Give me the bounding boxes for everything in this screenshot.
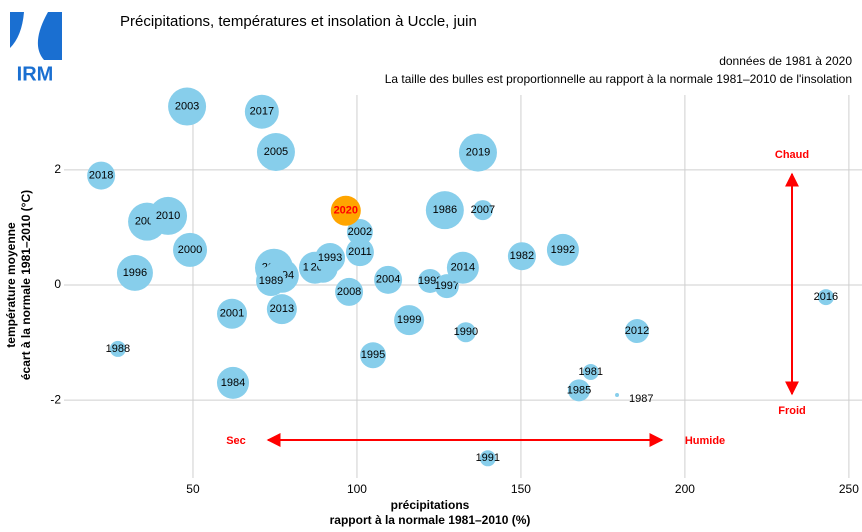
bubble-label: 2019 bbox=[466, 146, 490, 158]
bubble-label: 2020 bbox=[334, 205, 358, 217]
bubble-label: 1988 bbox=[106, 343, 130, 355]
bubble bbox=[216, 366, 249, 399]
bubble bbox=[335, 277, 364, 306]
bubble bbox=[479, 450, 496, 467]
bubble bbox=[346, 219, 373, 246]
bubble bbox=[582, 363, 599, 380]
x-tick-label: 200 bbox=[675, 482, 695, 496]
bubble-label: 1987 bbox=[629, 393, 653, 405]
bubble-label: 1981 bbox=[579, 366, 603, 378]
bubble-label: 2001 bbox=[220, 308, 244, 320]
logo: IRM bbox=[10, 12, 62, 85]
bubble bbox=[256, 265, 287, 296]
bubble-label: 1992 bbox=[551, 244, 575, 256]
bubble-label: 2010 bbox=[156, 210, 180, 222]
bubble bbox=[507, 242, 536, 271]
bubble bbox=[217, 298, 248, 329]
y-tick-label: -2 bbox=[50, 392, 61, 406]
bubble-label: 1982 bbox=[510, 250, 534, 262]
bubble-label: 2004 bbox=[376, 274, 400, 286]
bubble-label: 1985 bbox=[567, 384, 591, 396]
bubble bbox=[472, 200, 493, 221]
bubble-label: 2014 bbox=[451, 262, 475, 274]
bubble-label: 1986 bbox=[433, 204, 457, 216]
bubble-label: 2002 bbox=[348, 226, 372, 238]
x-tick-label: 100 bbox=[347, 482, 367, 496]
x-tick-label: 150 bbox=[511, 482, 531, 496]
bubble bbox=[567, 379, 590, 402]
bubble-label: 1991 bbox=[476, 452, 500, 464]
bubble-label: 1997 bbox=[435, 280, 459, 292]
bubble bbox=[394, 305, 425, 336]
bubble-label: 2013 bbox=[270, 303, 294, 315]
annotation: Sec bbox=[226, 435, 246, 447]
bubble-label: 2000 bbox=[178, 244, 202, 256]
bubble bbox=[615, 392, 620, 397]
bubble bbox=[109, 340, 126, 357]
x-axis-label: rapport à la normale 1981–2010 (%) bbox=[330, 513, 531, 527]
bubble-label: 2017 bbox=[250, 106, 274, 118]
bubble bbox=[817, 289, 834, 306]
x-axis-label: précipitations bbox=[391, 498, 470, 512]
bubble bbox=[266, 294, 297, 325]
y-tick-label: 0 bbox=[54, 277, 61, 291]
bubble bbox=[256, 133, 295, 171]
bubble bbox=[168, 87, 207, 126]
bubble-label: 2005 bbox=[264, 146, 288, 158]
logo-shape bbox=[10, 12, 24, 48]
bubble-label: 2018 bbox=[89, 170, 113, 182]
y-axis-label: écart à la normale 1981–2010 (°C) bbox=[19, 190, 33, 380]
bubble-label: 1996 bbox=[123, 267, 147, 279]
bubble-label: 2008 bbox=[337, 286, 361, 298]
bubble bbox=[458, 133, 497, 172]
bubble bbox=[546, 233, 579, 266]
bubble bbox=[446, 251, 479, 284]
bubble bbox=[315, 242, 346, 273]
logo-shape bbox=[37, 12, 62, 60]
logo-text: IRM bbox=[17, 63, 54, 85]
bubble-label: 2016 bbox=[814, 291, 838, 303]
bubble-label: 1990 bbox=[454, 326, 478, 338]
bubble-label: 2003 bbox=[175, 100, 199, 112]
bubble bbox=[173, 232, 208, 267]
bubble bbox=[116, 254, 153, 291]
subtitle: données de 1981 à 2020 bbox=[719, 54, 852, 68]
bubble-label: 1995 bbox=[361, 349, 385, 361]
bubble-label: 1984 bbox=[221, 377, 245, 389]
chart-title: Précipitations, températures et insolati… bbox=[120, 13, 477, 30]
bubble bbox=[625, 319, 650, 344]
x-tick-label: 50 bbox=[186, 482, 200, 496]
bubble bbox=[455, 322, 476, 343]
bubble bbox=[330, 195, 361, 226]
bubble-label: 2011 bbox=[348, 246, 372, 258]
bubble-label: 2007 bbox=[471, 204, 495, 216]
x-tick-label: 250 bbox=[839, 482, 859, 496]
bubble bbox=[87, 161, 116, 190]
annotation: Humide bbox=[685, 435, 725, 447]
bubble-label: 1989 bbox=[259, 275, 283, 287]
bubble bbox=[244, 94, 279, 129]
bubble bbox=[149, 196, 188, 235]
bubble bbox=[345, 238, 374, 267]
bubble bbox=[360, 342, 387, 369]
bubble-label: 1993 bbox=[318, 252, 342, 264]
y-tick-label: 2 bbox=[54, 162, 61, 176]
bubble bbox=[425, 191, 464, 230]
subtitle: La taille des bulles est proportionnelle… bbox=[385, 72, 852, 86]
y-axis-label: température moyenne bbox=[4, 222, 18, 348]
bubble-label: 2012 bbox=[625, 325, 649, 337]
bubble bbox=[374, 265, 403, 294]
bubble-label: 1999 bbox=[397, 314, 421, 326]
annotation: Froid bbox=[778, 405, 806, 417]
annotation: Chaud bbox=[775, 149, 809, 161]
